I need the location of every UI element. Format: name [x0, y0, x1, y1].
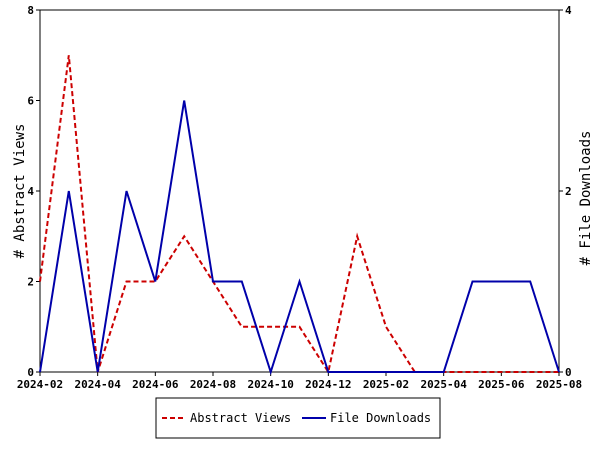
x-tick-label: 2024-04 — [74, 378, 121, 391]
y-left-tick-label: 4 — [27, 185, 34, 198]
x-tick-label: 2024-02 — [17, 378, 63, 391]
legend: Abstract Views File Downloads — [155, 397, 441, 439]
x-tick-label: 2025-02 — [363, 378, 409, 391]
right-axis-ticks: 0 2 4 — [559, 4, 572, 379]
y-axis-right-title: # File Downloads — [578, 131, 594, 266]
x-tick-label: 2025-04 — [420, 378, 467, 391]
series-layer — [39, 55, 560, 376]
x-tick-label: 2024-12 — [305, 378, 351, 391]
y-left-tick-label: 2 — [27, 276, 34, 289]
y-left-tick-label: 0 — [27, 366, 34, 379]
x-tick-label: 2024-06 — [132, 378, 179, 391]
series-line-abstract-views — [39, 55, 559, 375]
y-right-tick-label: 0 — [565, 366, 572, 379]
y-left-tick-label: 6 — [27, 95, 34, 108]
legend-label-abstract-views: Abstract Views — [190, 411, 291, 425]
series-line-file-downloads — [39, 100, 560, 376]
left-axis-ticks: 0 2 4 6 8 — [27, 4, 40, 379]
x-tick-label: 2025-06 — [478, 378, 525, 391]
y-right-tick-label: 2 — [565, 185, 572, 198]
x-tick-label: 2024-10 — [247, 378, 293, 391]
x-tick-label: 2025-08 — [536, 378, 582, 391]
y-left-tick-label: 8 — [27, 4, 34, 17]
plot-frame — [39, 9, 560, 373]
y-axis-left-title: # Abstract Views — [12, 124, 28, 259]
x-tick-label: 2024-08 — [190, 378, 236, 391]
legend-box — [155, 397, 441, 439]
y-right-tick-label: 4 — [565, 4, 572, 17]
x-axis-ticks: 2024-02 2024-04 2024-06 2024-08 2024-10 2024-… — [17, 372, 582, 391]
legend-label-file-downloads: File Downloads — [330, 411, 431, 425]
